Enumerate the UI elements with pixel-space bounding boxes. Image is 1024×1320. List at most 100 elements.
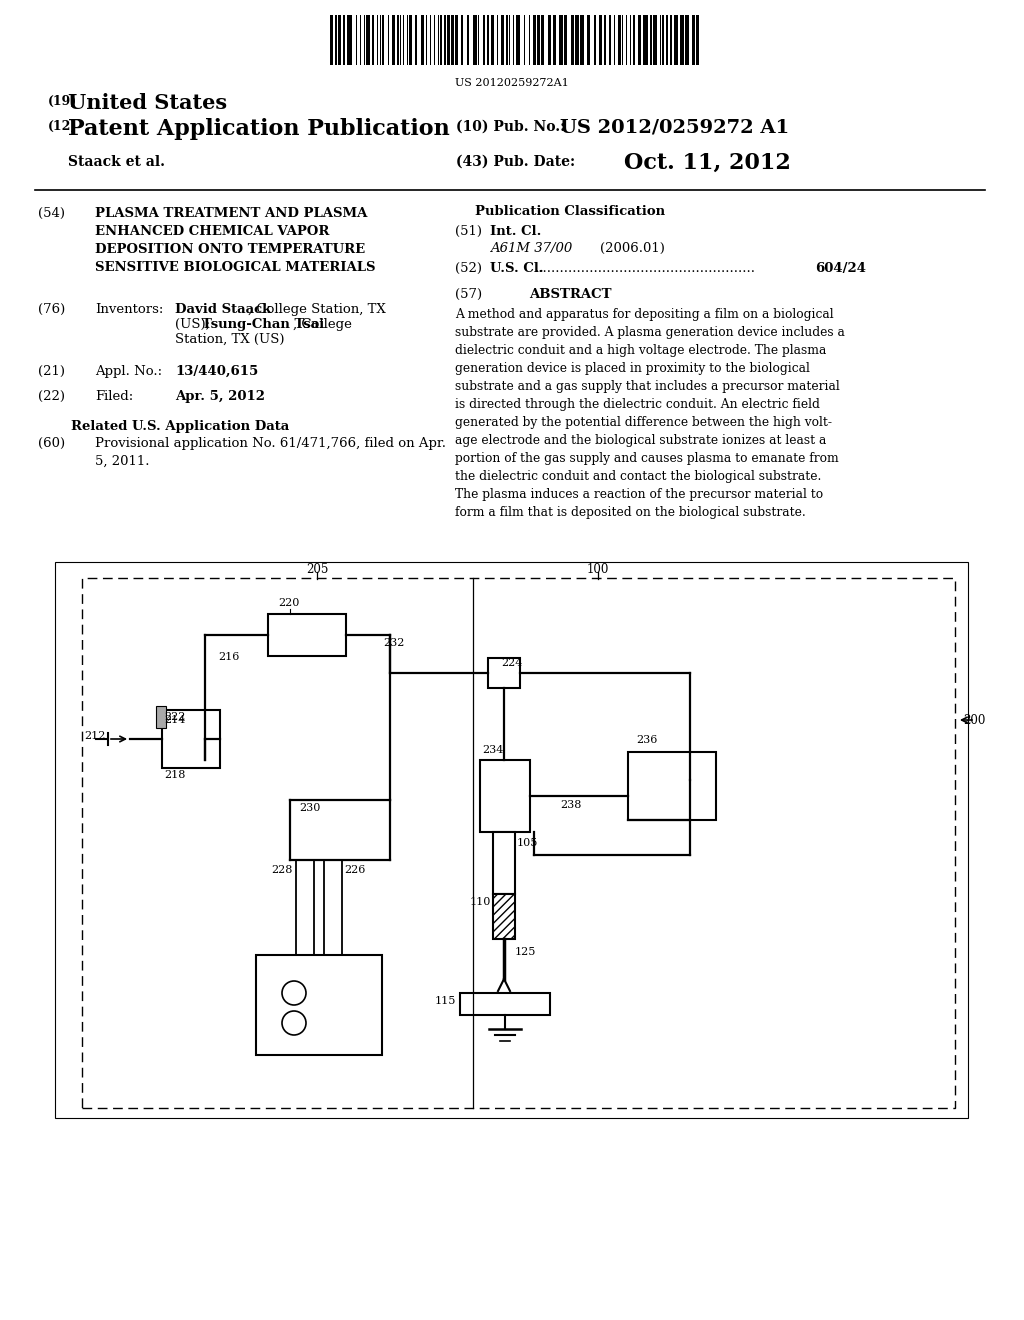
Bar [383,15,384,65]
Text: 220: 220 [278,598,299,609]
Text: 228: 228 [271,865,293,875]
Bar [553,15,556,65]
Bar [55,562,968,1118]
Bar [162,710,220,768]
Text: (19): (19) [48,95,77,108]
Text: United States: United States [68,92,227,114]
Bar [487,15,488,65]
Bar [685,15,689,65]
Bar [410,15,412,65]
Text: ABSTRACT: ABSTRACT [528,288,611,301]
Text: 238: 238 [560,800,582,810]
Bar [570,15,573,65]
Text: , College: , College [293,318,352,331]
Bar [402,15,404,65]
Bar [426,15,427,65]
Bar [501,15,504,65]
Text: 200: 200 [963,714,985,726]
Bar [330,15,333,65]
Bar [447,15,450,65]
Text: (60): (60) [38,437,66,450]
Bar [626,15,628,65]
Bar [628,752,716,820]
Bar [622,15,624,65]
Text: 125: 125 [515,946,537,957]
Bar [523,15,525,65]
Bar [473,15,476,65]
Text: US 2012/0259272 A1: US 2012/0259272 A1 [560,117,790,136]
Bar [663,15,664,65]
Text: David Staack: David Staack [175,304,271,315]
Text: (52): (52) [455,261,482,275]
Bar [440,15,441,65]
Bar [643,15,647,65]
Bar [667,15,668,65]
Text: 222: 222 [164,711,185,722]
Bar [493,894,515,939]
Bar [296,861,314,954]
Text: 110: 110 [470,898,490,907]
Bar [680,15,684,65]
Text: Related U.S. Application Data: Related U.S. Application Data [71,420,289,433]
Bar [359,15,360,65]
Bar [377,15,379,65]
Text: 105: 105 [517,838,539,847]
Bar [367,15,371,65]
Bar [516,15,520,65]
Text: U.S. Cl.: U.S. Cl. [490,261,544,275]
Text: ....................................................: ........................................… [535,261,756,275]
Bar [608,15,611,65]
Bar [650,15,651,65]
Text: 236: 236 [636,735,657,744]
Bar [599,15,602,65]
Bar [506,15,508,65]
Text: Tsung-Chan Tsai: Tsung-Chan Tsai [202,318,325,331]
Text: A method and apparatus for depositing a film on a biological
substrate are provi: A method and apparatus for depositing a … [455,308,845,519]
Text: 100: 100 [587,564,609,576]
Bar [614,15,615,65]
Bar [347,15,351,65]
Bar [268,614,346,656]
Bar [594,15,596,65]
Text: 230: 230 [299,803,321,813]
Text: Provisional application No. 61/471,766, filed on Apr.
5, 2011.: Provisional application No. 61/471,766, … [95,437,446,469]
Text: 604/24: 604/24 [815,261,866,275]
Bar [429,15,431,65]
Text: (21): (21) [38,366,65,378]
Text: (22): (22) [38,389,65,403]
Bar [397,15,398,65]
Bar [478,15,479,65]
Bar [461,15,463,65]
Text: PLASMA TREATMENT AND PLASMA
ENHANCED CHEMICAL VAPOR
DEPOSITION ONTO TEMPERATURE
: PLASMA TREATMENT AND PLASMA ENHANCED CHE… [95,207,376,275]
Bar [492,15,495,65]
Bar [581,15,585,65]
Bar [538,15,540,65]
Bar [336,15,337,65]
Text: Staack et al.: Staack et al. [68,154,165,169]
Bar [392,15,394,65]
Bar [630,15,632,65]
Text: 226: 226 [344,865,366,875]
Text: 218: 218 [164,770,185,780]
Text: US 20120259272A1: US 20120259272A1 [455,78,569,88]
Text: Publication Classification: Publication Classification [475,205,665,218]
Text: 13/440,615: 13/440,615 [175,366,258,378]
Bar [509,15,510,65]
Text: (57): (57) [455,288,482,301]
Bar [460,993,550,1015]
Bar [388,15,389,65]
Bar [422,15,424,65]
Bar [82,578,955,1107]
Text: 205: 205 [306,564,328,576]
Text: Int. Cl.: Int. Cl. [490,224,542,238]
Text: (51): (51) [455,224,482,238]
Bar [256,954,382,1055]
Bar [415,15,418,65]
Text: Station, TX (US): Station, TX (US) [175,333,285,346]
Bar [156,706,166,729]
Bar [444,15,445,65]
Bar [633,15,636,65]
Text: Oct. 11, 2012: Oct. 11, 2012 [624,152,791,174]
Bar [343,15,345,65]
Text: 212: 212 [85,731,106,741]
